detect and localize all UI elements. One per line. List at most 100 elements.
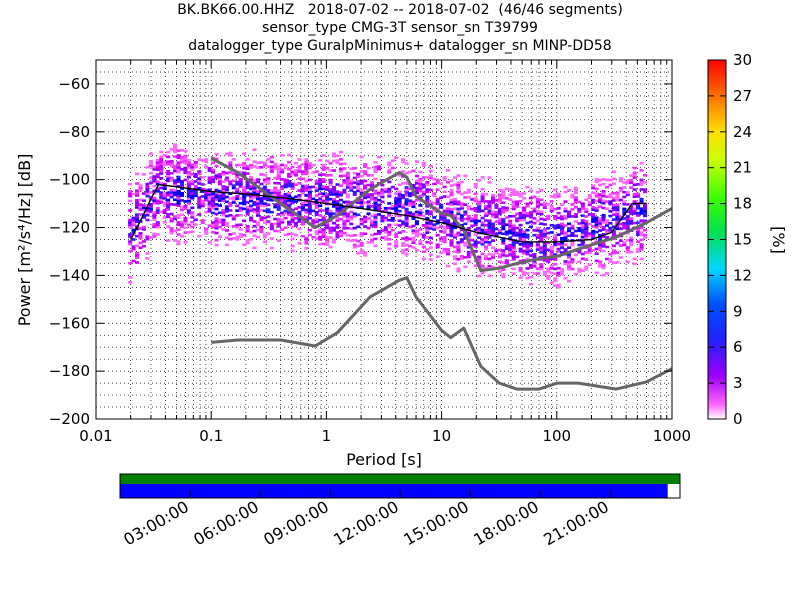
density-cell (224, 200, 229, 204)
density-cell (159, 200, 164, 204)
density-cell (439, 230, 444, 233)
density-cell (580, 221, 585, 225)
density-cell (249, 230, 254, 234)
density-cell (169, 179, 174, 182)
density-cell (245, 191, 250, 195)
density-cell (155, 206, 160, 210)
density-cell (190, 182, 195, 186)
density-cell (404, 238, 409, 242)
density-cell (463, 236, 468, 240)
density-cell (459, 233, 464, 237)
density-cell (566, 215, 572, 218)
density-cell (276, 170, 281, 173)
density-cell (280, 185, 285, 188)
density-cell (473, 221, 478, 224)
density-cell (356, 213, 361, 217)
colorbar-tick-label: 24 (733, 123, 752, 141)
density-cell (556, 207, 561, 210)
density-cell (563, 250, 568, 254)
density-cell (155, 225, 160, 229)
density-cell (221, 199, 226, 203)
density-cell (145, 206, 150, 210)
density-cell (501, 210, 506, 214)
density-cell (152, 215, 157, 219)
density-cell (598, 262, 603, 266)
density-cell (214, 222, 219, 225)
density-cell (314, 232, 319, 236)
density-cell (470, 224, 475, 228)
density-cell (370, 241, 375, 244)
density-cell (262, 233, 267, 237)
density-cell (642, 205, 648, 208)
density-cell (221, 228, 226, 231)
density-cell (408, 192, 413, 195)
density-cell (373, 204, 378, 207)
density-cell (408, 170, 413, 174)
density-cell (556, 226, 561, 229)
density-cell (363, 232, 368, 236)
density-cell (242, 174, 247, 177)
density-cell (273, 191, 278, 195)
density-cell (186, 159, 191, 162)
density-cell (128, 240, 133, 243)
density-cell (173, 167, 178, 170)
density-cell (490, 196, 495, 199)
density-cell (387, 163, 392, 167)
density-cell (228, 182, 233, 186)
density-cell (249, 209, 254, 212)
density-cell (255, 204, 261, 208)
density-cell (255, 192, 261, 196)
density-cell (345, 234, 350, 237)
density-cell (411, 203, 416, 206)
density-cell (304, 163, 309, 166)
density-cell (321, 163, 326, 167)
density-cell (449, 224, 454, 228)
density-cell (211, 206, 216, 210)
density-cell (159, 157, 164, 161)
density-cell (418, 213, 423, 217)
density-cell (446, 207, 451, 210)
density-cell (145, 218, 150, 222)
density-cell (135, 244, 140, 248)
density-cell (183, 149, 188, 153)
density-cell (356, 189, 361, 193)
density-cell (141, 206, 146, 210)
density-cell (269, 191, 274, 195)
density-cell (428, 212, 433, 216)
density-cell (487, 207, 492, 211)
density-cell (183, 219, 188, 222)
density-cell (376, 203, 381, 207)
density-cell (314, 218, 319, 221)
density-cell (376, 198, 381, 202)
density-cell (580, 243, 585, 246)
density-cell (577, 226, 582, 230)
density-cell (383, 226, 388, 229)
density-cell (373, 192, 378, 195)
density-cell (580, 231, 585, 234)
density-cell (629, 181, 634, 185)
density-cell (217, 175, 223, 179)
density-cell (128, 233, 133, 236)
density-cell (221, 170, 226, 174)
density-cell (439, 215, 444, 219)
density-cell (594, 199, 599, 203)
density-cell (300, 201, 305, 205)
density-cell (259, 230, 264, 234)
density-cell (176, 213, 181, 217)
density-cell (207, 241, 212, 244)
density-cell (563, 214, 568, 218)
density-cell (528, 189, 534, 193)
density-cell (615, 194, 620, 197)
density-cell (480, 228, 485, 232)
density-cell (446, 226, 451, 230)
density-cell (601, 249, 606, 253)
density-cell (197, 206, 202, 209)
density-cell (193, 218, 198, 222)
density-cell (131, 228, 136, 232)
density-cell (224, 176, 229, 180)
density-cell (615, 198, 620, 202)
density-cell (487, 209, 492, 213)
density-cell (238, 209, 243, 212)
density-cell (255, 228, 261, 232)
density-cell (235, 180, 240, 184)
